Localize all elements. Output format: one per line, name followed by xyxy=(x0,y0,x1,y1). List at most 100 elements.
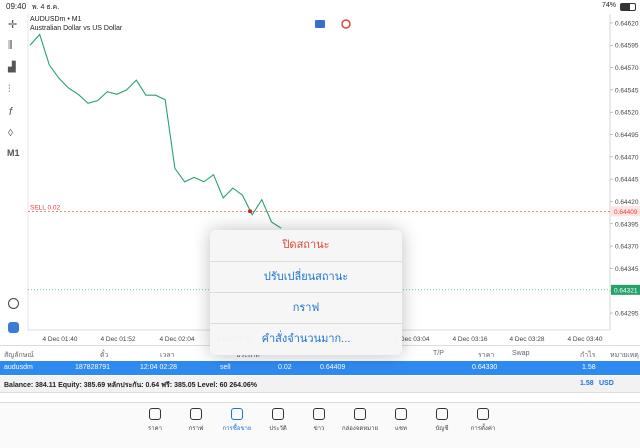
y-tick-label: 0.64495 xyxy=(615,132,639,139)
tab-icon xyxy=(190,408,202,420)
y-tick-label: 0.64595 xyxy=(615,43,639,50)
shapes-tool[interactable]: ◊ xyxy=(8,128,13,139)
currency: USD xyxy=(599,380,614,387)
tab-label: แชท xyxy=(395,426,407,432)
tab-bar: ราคา กราฟ การซื้อขาย ประวัติ ข่าว กล่องจดหมาย… xyxy=(0,402,640,448)
tab-label: การตั้งค่า xyxy=(470,426,496,432)
tab-icon xyxy=(395,408,407,420)
tab[interactable]: การตั้งค่า xyxy=(463,408,503,433)
chart-symbol: AUDUSDm • M1 xyxy=(30,16,82,23)
chart-type-tool[interactable]: ▟ xyxy=(8,62,16,73)
column-header: ตั๋ว xyxy=(100,352,109,359)
cell: 0.02 xyxy=(278,364,292,371)
tab-icon xyxy=(272,408,284,420)
objects-tool[interactable]: ⫶ xyxy=(8,84,11,95)
entry-marker xyxy=(248,209,252,214)
cell: 12:04 02:28 xyxy=(140,364,177,371)
tab[interactable]: ราคา xyxy=(135,408,175,433)
tab[interactable]: กราฟ xyxy=(176,408,216,433)
context-menu: ปิดสถานะปรับเปลี่ยนสถานะ กราฟ คำสั่งจำนวนม… xyxy=(210,230,402,355)
cell: 0.64330 xyxy=(472,364,498,371)
bid-price-box xyxy=(611,284,640,295)
y-tick-label: 0.64445 xyxy=(615,177,639,184)
cell: 1.58 xyxy=(582,364,596,371)
date: พ. 4 ธ.ค. xyxy=(32,4,60,11)
tab[interactable]: บัญชี xyxy=(422,408,462,433)
column-header: สัญลักษณ์ xyxy=(4,352,34,359)
tab-icon xyxy=(313,408,325,420)
cell: sell xyxy=(220,364,231,371)
market-button[interactable] xyxy=(341,19,351,29)
one-click-trading[interactable] xyxy=(315,20,325,28)
menu-item[interactable]: กราฟ xyxy=(210,292,402,324)
column-header: เวลา xyxy=(160,352,175,359)
menu-item[interactable]: ปรับเปลี่ยนสถานะ xyxy=(210,261,402,293)
y-tick-label: 0.64295 xyxy=(615,311,639,318)
tab-label: กราฟ xyxy=(188,426,204,432)
tab-label: บัญชี xyxy=(435,426,449,432)
indicators-tool[interactable]: ⫼ xyxy=(8,40,13,51)
tab[interactable]: ข่าว xyxy=(299,408,339,433)
timeframe-button[interactable]: M1 xyxy=(7,148,20,158)
cell: 0.64409 xyxy=(320,364,346,371)
sell-price-label: 0.64409 xyxy=(614,209,638,216)
tab[interactable]: แชท xyxy=(381,408,421,433)
clock: 09:40 xyxy=(6,2,27,11)
tab-label: กล่องจดหมาย xyxy=(341,426,379,432)
x-tick-label: 4 Dec 03:04 xyxy=(394,336,429,343)
y-tick-label: 0.64370 xyxy=(615,244,639,251)
battery-icon xyxy=(620,3,636,11)
tab-icon xyxy=(354,408,366,420)
bid-price-label: 0.64321 xyxy=(614,287,638,294)
total-profit: 1.58 xyxy=(580,380,594,387)
x-tick-label: 4 Dec 03:16 xyxy=(452,336,487,343)
tab-label: ประวัติ xyxy=(269,426,287,432)
sell-label: SELL 0.02 xyxy=(30,204,61,211)
menu-item[interactable]: คำสั่งจำนวนมาก... xyxy=(210,323,402,355)
tab-icon xyxy=(436,408,448,420)
sell-price-box xyxy=(611,206,640,217)
cell: audusdm xyxy=(4,364,33,371)
price-line xyxy=(29,33,282,229)
column-header: หมายเหตุ xyxy=(610,352,639,359)
tab-label: การซื้อขาย xyxy=(222,426,252,432)
column-header: ราคา xyxy=(478,352,495,359)
x-tick-label: 4 Dec 01:40 xyxy=(42,336,77,343)
y-tick-label: 0.64620 xyxy=(615,20,639,27)
tab[interactable]: ประวัติ xyxy=(258,408,298,433)
tab-label: ราคา xyxy=(148,426,162,432)
y-tick-label: 0.64545 xyxy=(615,87,639,94)
y-tick-label: 0.64570 xyxy=(615,65,639,72)
column-header: T/P xyxy=(433,350,444,357)
chart: AUDUSDm • M1 Australian Dollar vs US Dol… xyxy=(27,14,640,343)
balance-bar: Balance: 384.11 Equity: 385.69 หลักประกั… xyxy=(0,376,640,393)
trade-tool[interactable] xyxy=(8,322,19,333)
column-header: ประเภท xyxy=(236,352,260,359)
cell: 187828791 xyxy=(75,364,111,371)
y-tick-label: 0.64520 xyxy=(615,110,639,117)
tab[interactable]: การซื้อขาย xyxy=(217,408,257,433)
x-tick-label: 4 Dec 03:40 xyxy=(567,336,602,343)
toolbar: ✛ ⫼ ▟ ⫶ f ◊ M1 xyxy=(0,14,28,344)
y-tick-label: 0.64395 xyxy=(615,221,639,228)
y-tick-label: 0.64470 xyxy=(615,154,639,161)
tab-label: ข่าว xyxy=(313,426,325,432)
x-tick-label: 4 Dec 03:28 xyxy=(509,336,544,343)
x-tick-label: 4 Dec 02:04 xyxy=(159,336,194,343)
crosshair-tool[interactable]: ✛ xyxy=(8,19,18,31)
tab-icon xyxy=(149,408,161,420)
search-tool[interactable] xyxy=(8,298,19,309)
tab-icon xyxy=(477,408,489,420)
tab-icon xyxy=(231,408,243,420)
chart-description: Australian Dollar vs US Dollar xyxy=(30,25,123,32)
battery-level: 74% xyxy=(602,2,617,9)
x-tick-label: 4 Dec 01:52 xyxy=(100,336,135,343)
position-row[interactable]: audusdm 187828791 12:04 02:28 sell 0.02 0.644… xyxy=(0,361,640,375)
y-tick-label: 0.64420 xyxy=(615,199,639,206)
function-tool[interactable]: f xyxy=(9,106,13,118)
column-header: กำไร xyxy=(580,352,596,359)
column-header: Swap xyxy=(512,350,530,357)
tab[interactable]: กล่องจดหมาย xyxy=(340,408,380,433)
menu-item[interactable]: ปิดสถานะ xyxy=(282,239,330,251)
